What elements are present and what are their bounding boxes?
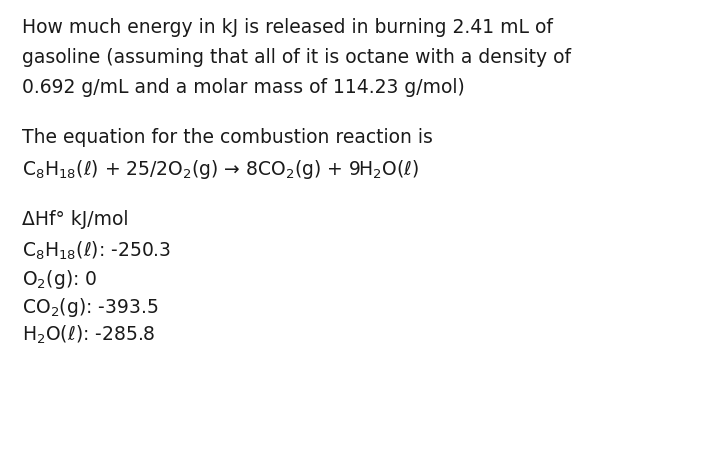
Text: CO$_2$(g): -393.5: CO$_2$(g): -393.5 <box>22 296 158 319</box>
Text: 0.692 g/mL and a molar mass of 114.23 g/mol): 0.692 g/mL and a molar mass of 114.23 g/… <box>22 78 464 97</box>
Text: gasoline (assuming that all of it is octane with a density of: gasoline (assuming that all of it is oct… <box>22 48 571 67</box>
Text: ΔHf° kJ/mol: ΔHf° kJ/mol <box>22 210 128 229</box>
Text: C$_8$H$_{18}$(ℓ) + 25/2O$_2$(g) → 8CO$_2$(g) + 9H$_2$O(ℓ): C$_8$H$_{18}$(ℓ) + 25/2O$_2$(g) → 8CO$_2… <box>22 158 419 181</box>
Text: O$_2$(g): 0: O$_2$(g): 0 <box>22 268 97 291</box>
Text: H$_2$O(ℓ): -285.8: H$_2$O(ℓ): -285.8 <box>22 324 156 346</box>
Text: The equation for the combustion reaction is: The equation for the combustion reaction… <box>22 128 433 147</box>
Text: C$_8$H$_{18}$(ℓ): -250.3: C$_8$H$_{18}$(ℓ): -250.3 <box>22 240 171 262</box>
Text: How much energy in kJ is released in burning 2.41 mL of: How much energy in kJ is released in bur… <box>22 18 553 37</box>
